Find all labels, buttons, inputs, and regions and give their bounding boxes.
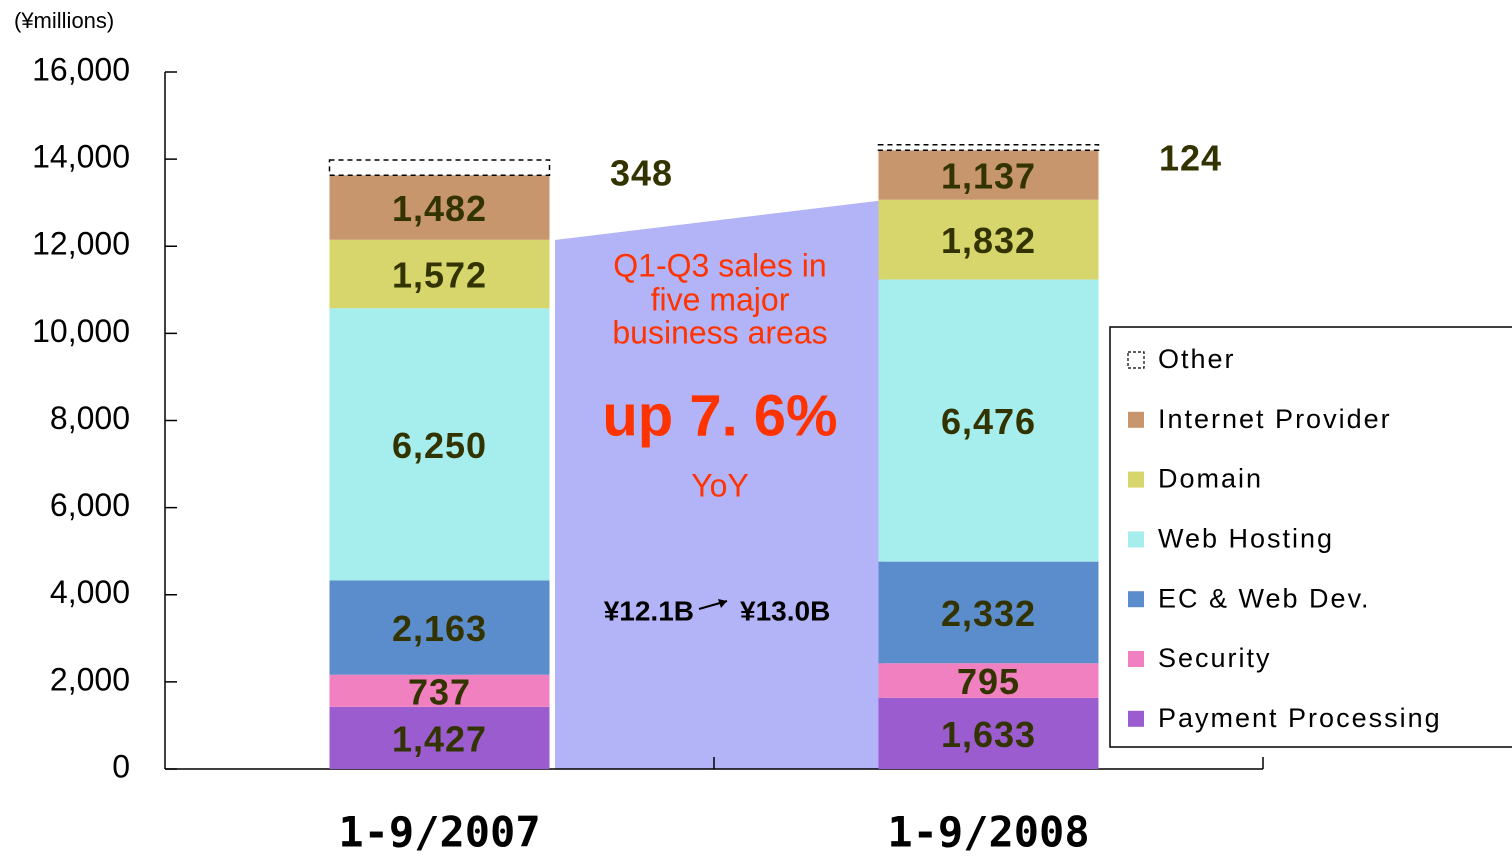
- y-tick-label: 14,000: [32, 139, 130, 175]
- y-tick-label: 0: [112, 748, 130, 784]
- legend-label: Payment Processing: [1158, 703, 1442, 733]
- y-tick-label: 6,000: [50, 487, 130, 523]
- legend-label: Internet Provider: [1158, 404, 1392, 434]
- bar-segment: [329, 308, 550, 581]
- data-label: 1,572: [392, 255, 487, 296]
- legend-swatch: [1128, 471, 1144, 488]
- bar-segment: [329, 239, 550, 309]
- growth-note: YoY: [691, 467, 749, 503]
- unit-label: (¥millions): [14, 8, 114, 33]
- legend-label: Domain: [1158, 464, 1263, 494]
- data-label: 1,482: [392, 188, 487, 229]
- data-label: 124: [1159, 137, 1222, 178]
- data-label: 6,476: [941, 401, 1036, 442]
- data-label: 2,163: [392, 608, 487, 649]
- y-tick-label: 4,000: [50, 574, 130, 610]
- x-tick-label: 1-9/2007: [338, 808, 540, 857]
- y-tick-label: 10,000: [32, 313, 130, 349]
- legend-label: Other: [1158, 344, 1236, 374]
- y-tick-label: 16,000: [32, 51, 130, 87]
- x-tick-label: 1-9/2008: [887, 808, 1089, 857]
- bar-segment: [328, 159, 551, 176]
- bar-segment: [877, 144, 1100, 151]
- legend-label: Web Hosting: [1158, 524, 1334, 554]
- annotation: business areas: [612, 314, 827, 350]
- arrow-head: [718, 599, 727, 608]
- legend-swatch: [1127, 351, 1145, 369]
- bar-segment: [878, 150, 1099, 200]
- legend-label: Security: [1158, 643, 1272, 673]
- y-tick-label: 8,000: [50, 400, 130, 436]
- highlight-panel: [555, 200, 885, 769]
- y-tick-label: 12,000: [32, 226, 130, 262]
- bar-segment: [878, 561, 1099, 664]
- legend-swatch: [1128, 651, 1144, 667]
- bar-segment: [329, 580, 550, 675]
- data-label: 2,332: [941, 593, 1036, 634]
- growth: up 7. 6%: [602, 383, 837, 448]
- data-label: 737: [408, 671, 471, 712]
- bar-segment: [329, 175, 550, 240]
- legend-swatch: [1128, 531, 1144, 548]
- from-total: ¥12.1B: [604, 595, 694, 626]
- legend-label: EC & Web Dev.: [1158, 583, 1371, 613]
- data-label: 348: [610, 153, 673, 194]
- annotation: five major: [651, 281, 790, 317]
- to-total: ¥13.0B: [740, 595, 830, 626]
- data-label: 1,137: [941, 155, 1036, 196]
- data-label: 1,832: [941, 220, 1036, 261]
- legend-swatch: [1128, 411, 1144, 428]
- bar-segment: [878, 663, 1099, 698]
- y-tick-label: 2,000: [50, 661, 130, 697]
- bar-segment: [878, 279, 1099, 562]
- bar-segment: [329, 706, 550, 769]
- bar-segment: [329, 674, 550, 707]
- bar-segment: [878, 697, 1099, 769]
- data-label: 1,427: [392, 718, 487, 759]
- annotation: Q1-Q3 sales in: [613, 247, 826, 283]
- bar-segment: [878, 199, 1099, 280]
- data-label: 795: [957, 661, 1020, 702]
- legend-swatch: [1128, 710, 1144, 727]
- data-label: 1,633: [941, 714, 1036, 755]
- legend-box: [1109, 326, 1512, 748]
- legend-swatch: [1128, 591, 1144, 608]
- data-label: 6,250: [392, 425, 487, 466]
